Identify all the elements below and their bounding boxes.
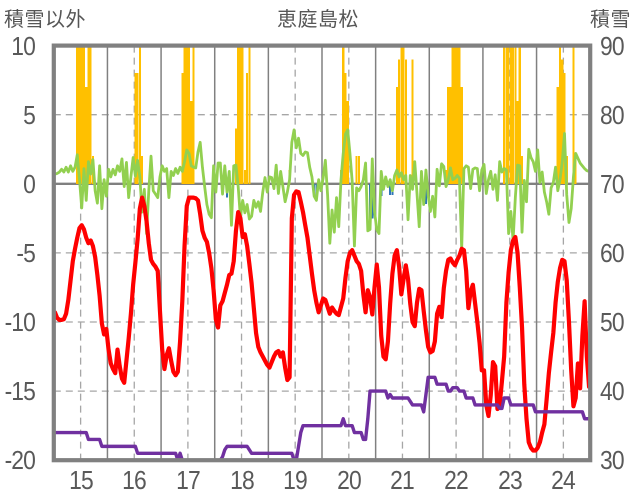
sunshine-bars-bar: [80, 46, 83, 184]
sunshine-bars-bar: [574, 156, 577, 184]
right-axis-tick: 80: [600, 99, 625, 130]
right-axis-tick: 30: [600, 445, 625, 476]
sunshine-bars-bar: [239, 46, 242, 184]
left-axis-tick: -15: [4, 376, 36, 407]
sunshine-bars-bar: [400, 46, 403, 184]
sunshine-bars-bar: [460, 87, 463, 184]
sunshine-bars-bar: [456, 46, 459, 184]
sunshine-bars-bar: [183, 46, 186, 184]
red-line: [55, 189, 589, 453]
sunshine-bars-bar: [503, 46, 506, 184]
sunshine-bars-bar: [404, 59, 407, 184]
x-axis-tick: 19: [283, 465, 308, 495]
sunshine-bars-bar: [505, 46, 508, 184]
sunshine-bars-bar: [516, 100, 519, 184]
sunshine-bars-bar: [192, 46, 195, 184]
sunshine-bars-bar: [344, 73, 347, 184]
sunshine-bars-bar: [558, 46, 562, 184]
sunshine-bars-bar: [185, 46, 188, 184]
sunshine-bars-bar: [453, 46, 457, 184]
sunshine-bars-bar: [237, 46, 240, 184]
sunshine-bars-bar: [449, 87, 452, 184]
x-axis-tick: 18: [229, 465, 255, 495]
x-axis-tick: 16: [122, 465, 147, 495]
right-axis-tick: 90: [600, 30, 625, 61]
left-axis-tick: 10: [11, 30, 36, 61]
precipitation-bars-bar: [389, 183, 392, 195]
right-axis-tick: 70: [600, 168, 625, 199]
x-axis-tick: 24: [551, 465, 577, 495]
chart-title: 恵庭島松: [277, 9, 359, 31]
x-axis-tick: 22: [444, 465, 469, 495]
sunshine-bars-bar: [241, 46, 244, 184]
x-axis-tick: 17: [176, 465, 201, 495]
sunshine-bars-bar: [82, 46, 86, 184]
sunshine-bars-bar: [243, 169, 246, 184]
sunshine-bars-bar: [234, 128, 238, 184]
x-axis-tick: 23: [497, 465, 523, 495]
sunshine-bars-bar: [357, 156, 360, 184]
sunshine-bars-bar: [246, 73, 249, 184]
x-axis-tick: 21: [390, 465, 416, 495]
sunshine-bars-bar: [190, 100, 193, 184]
sunshine-bars-bar: [187, 46, 191, 184]
sunshine-bars: [76, 46, 577, 184]
sunshine-bars-bar: [572, 46, 575, 184]
sunshine-bars-bar: [355, 156, 358, 184]
left-axis-tick: -5: [16, 237, 35, 268]
plot-border: [51, 43, 593, 463]
series-group: [55, 46, 589, 460]
sunshine-bars-bar: [85, 87, 88, 184]
sunshine-bars-bar: [520, 156, 524, 184]
sunshine-bars-bar: [563, 73, 566, 184]
sunshine-bars-bar: [136, 73, 139, 184]
left-axis-tick: -10: [4, 307, 36, 337]
sunshine-bars-bar: [141, 156, 144, 184]
sunshine-bars-bar: [514, 46, 517, 184]
purple-line: [55, 375, 589, 460]
sunshine-bars-bar: [507, 46, 510, 184]
precipitation-bars-bar: [424, 183, 427, 204]
right-axis-tick: 50: [600, 307, 625, 337]
sunshine-bars-bar: [89, 46, 92, 184]
left-axis-tick: 0: [23, 168, 36, 199]
left-axis-tick: -20: [4, 445, 36, 476]
sunshine-bars-bar: [134, 73, 137, 184]
right-axis-title: 積雪: [590, 9, 631, 31]
sunshine-bars-bar: [76, 46, 79, 184]
left-axis-tick: 5: [23, 99, 36, 130]
sunshine-bars-bar: [447, 87, 450, 184]
sunshine-bars-bar: [78, 46, 81, 184]
x-axis-tick: 15: [68, 465, 94, 495]
sunshine-bars-bar: [87, 46, 90, 184]
left-axis-title: 積雪以外: [4, 9, 86, 31]
sunshine-bars-bar: [411, 59, 414, 184]
right-axis-tick: 60: [600, 237, 625, 268]
sunshine-bars-bar: [512, 46, 515, 184]
x-axis-tick: 20: [336, 465, 362, 495]
sunshine-bars-bar: [556, 87, 559, 184]
sunshine-bars-bar: [451, 46, 454, 184]
green-line: [55, 128, 589, 251]
sunshine-bars-bar: [138, 46, 141, 184]
sunshine-bars-bar: [181, 73, 184, 184]
sunshine-bars-bar: [402, 46, 405, 184]
sunshine-bars-bar: [395, 87, 398, 184]
right-axis-tick: 40: [600, 376, 625, 407]
sunshine-bars-bar: [561, 59, 564, 184]
sunshine-bars-bar: [509, 46, 512, 184]
sunshine-bars-bar: [518, 46, 521, 184]
sunshine-bars-bar: [248, 46, 251, 184]
sunshine-bars-bar: [398, 59, 401, 184]
sunshine-bars-bar: [458, 46, 461, 184]
sunshine-bars-bar: [342, 46, 345, 184]
